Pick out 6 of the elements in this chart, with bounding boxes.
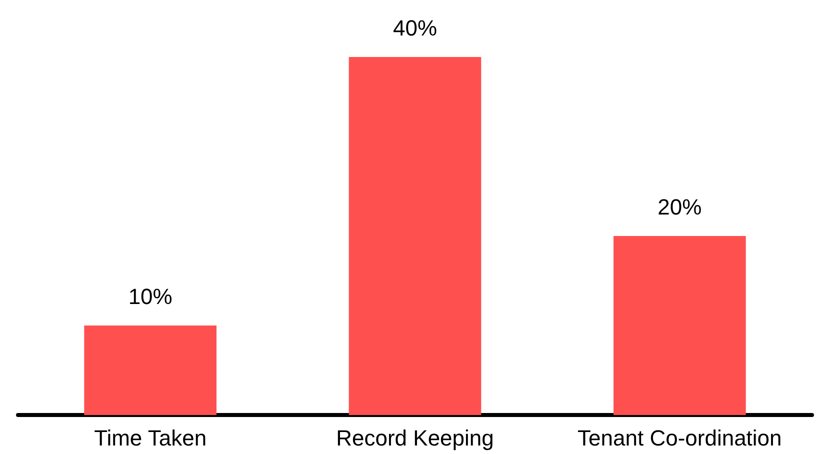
- x-tick-label: Tenant Co-ordination: [578, 426, 782, 450]
- x-tick-label: Time Taken: [94, 426, 207, 450]
- x-tick-label: Record Keeping: [336, 426, 494, 450]
- data-label: 10%: [128, 284, 172, 309]
- data-label: 40%: [392, 16, 438, 40]
- data-label: 20%: [658, 194, 702, 220]
